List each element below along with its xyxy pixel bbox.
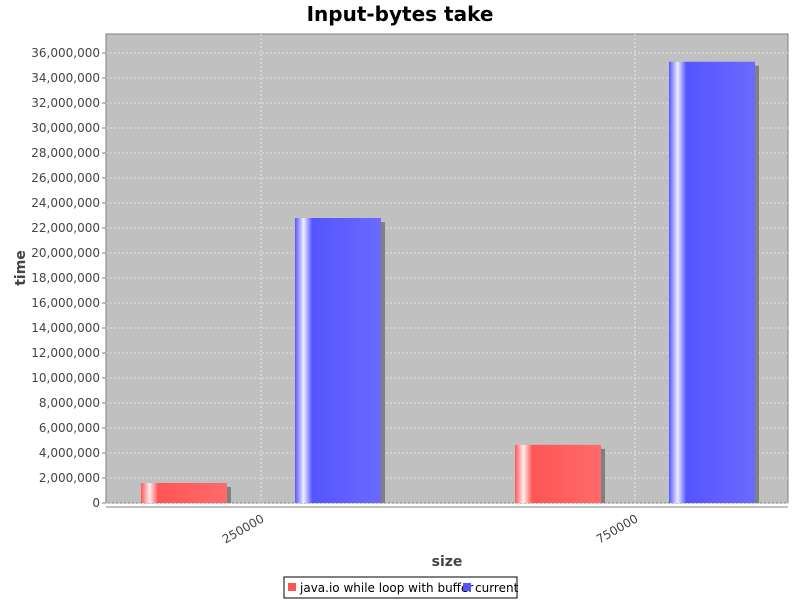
y-tick-label: 32,000,000 bbox=[31, 96, 100, 110]
y-tick-label: 0 bbox=[92, 496, 100, 510]
y-tick-label: 16,000,000 bbox=[31, 296, 100, 310]
x-tick-label: 750000 bbox=[594, 511, 641, 546]
x-tick-label: 250000 bbox=[220, 511, 267, 546]
y-tick-label: 26,000,000 bbox=[31, 171, 100, 185]
y-tick-label: 28,000,000 bbox=[31, 146, 100, 160]
x-axis-title: size bbox=[432, 554, 463, 570]
y-tick-label: 4,000,000 bbox=[39, 446, 100, 460]
legend-label-java-io: java.io while loop with buffer bbox=[299, 581, 473, 595]
y-tick-label: 30,000,000 bbox=[31, 121, 100, 135]
y-tick-label: 6,000,000 bbox=[39, 421, 100, 435]
y-axis-ticks: 0 2,000,000 4,000,000 6,000,000 8,000,000 10,… bbox=[31, 46, 106, 510]
chart-title: Input-bytes take bbox=[307, 2, 494, 26]
y-tick-label: 18,000,000 bbox=[31, 271, 100, 285]
y-tick-label: 10,000,000 bbox=[31, 371, 100, 385]
bar-current-250000 bbox=[295, 218, 381, 503]
legend-swatch-java-io bbox=[288, 583, 296, 591]
x-axis-ticks: 250000 750000 bbox=[220, 511, 641, 546]
y-tick-label: 34,000,000 bbox=[31, 71, 100, 85]
y-tick-label: 8,000,000 bbox=[39, 396, 100, 410]
y-tick-label: 12,000,000 bbox=[31, 346, 100, 360]
bar-java-io-750000 bbox=[515, 444, 601, 503]
legend-swatch-current bbox=[463, 583, 471, 591]
legend-box bbox=[283, 576, 518, 599]
y-axis-title: time bbox=[13, 250, 29, 286]
bars bbox=[141, 61, 759, 503]
y-tick-label: 22,000,000 bbox=[31, 221, 100, 235]
y-tick-label: 24,000,000 bbox=[31, 196, 100, 210]
legend-label-current: current bbox=[475, 581, 519, 595]
bar-current-750000 bbox=[669, 61, 755, 503]
legend: java.io while loop with buffer current bbox=[283, 576, 519, 599]
y-tick-label: 20,000,000 bbox=[31, 246, 100, 260]
y-tick-label: 36,000,000 bbox=[31, 46, 100, 60]
y-tick-label: 2,000,000 bbox=[39, 471, 100, 485]
bar-java-io-250000 bbox=[141, 483, 227, 503]
y-tick-label: 14,000,000 bbox=[31, 321, 100, 335]
